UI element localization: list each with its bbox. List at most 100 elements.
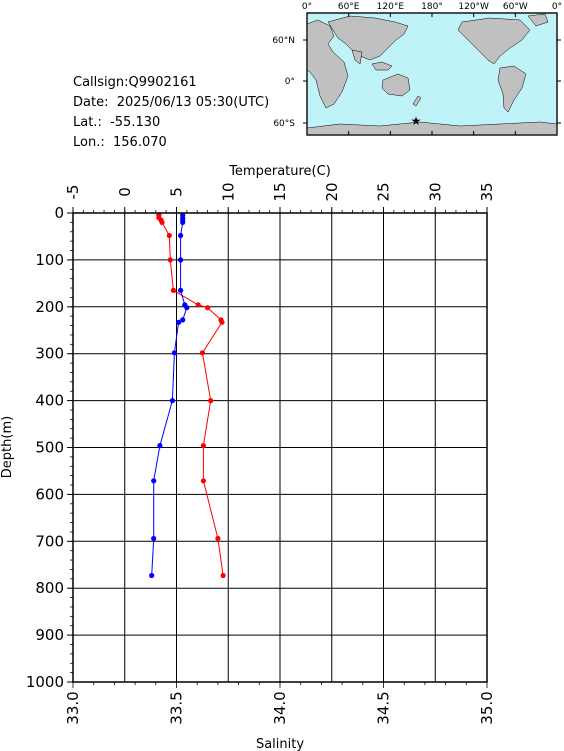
lat-row: Lat.: -55.130 [73,113,269,133]
salinity-data-point [157,443,163,449]
depth-tick-label: 600 [35,485,64,503]
lon-label: Lon.: [73,135,105,150]
profile-plot: -5 0 5 10 15 20 25 30 35 33.0 33.5 34.0 34.5 35.0 01… [0,164,496,751]
map-longitude-label: 180° [421,2,443,12]
salinity-data-point [151,535,157,542]
lat-value: -55.130 [110,115,161,130]
date-row: Date: 2025/06/13 05:30(UTC) [73,93,269,113]
temperature-data-point [159,219,165,225]
temperature-data-point [219,319,225,325]
series-layer [149,212,226,579]
depth-tick-label: 0 [54,204,64,222]
map-longitude-label: 120°W [458,2,489,12]
salinity-data-point [180,317,186,323]
north-america-landmass [457,17,531,65]
temperature-data-point [166,232,172,239]
india-landmass [351,49,363,65]
depth-tick-label: 200 [35,298,64,316]
temperature-data-point [215,535,221,542]
se-asia-islands [371,61,393,71]
depth-tick-label: 400 [35,392,64,410]
temperature-data-point [199,350,205,356]
new-zealand-landmass [412,95,422,107]
temperature-tick-label: 25 [375,182,393,201]
map-longitude-label: 0° [552,2,562,12]
depth-tick-label: 300 [35,345,64,363]
lon-value: 156.070 [113,135,167,150]
map-latitude-labels: 60°N 0° 60°S [272,36,295,129]
asia-landmass [327,15,409,61]
salinity-tick-label: 34.5 [375,691,393,724]
temperature-data-point [200,443,206,449]
station-marker-icon: ★ [411,114,422,128]
temperature-data-point [195,302,201,308]
salinity-axis-label: Salinity [256,737,304,751]
temperature-data-point [220,572,226,579]
africa-europe-landmass [306,19,349,109]
lon-row: Lon.: 156.070 [73,133,269,153]
map-longitude-label: 60°W [503,2,528,12]
temperature-data-point [200,478,206,484]
salinity-tick-labels: 33.0 33.5 34.0 34.5 35.0 [64,691,496,724]
map-longitude-label: 60°E [338,2,360,12]
temperature-profile-line [158,214,224,576]
depth-tick-label: 100 [35,251,64,269]
map-longitude-labels: 0° 60°E 120°E 180° 120°W 60°W 0° [302,2,562,12]
salinity-tick-label: 33.5 [168,691,186,724]
depth-tick-label: 1000 [26,673,64,691]
salinity-data-point [178,232,184,239]
salinity-data-point [178,257,184,263]
map-latitude-label: 60°N [272,36,295,46]
temperature-data-point [170,287,176,293]
depth-tick-label: 700 [35,532,64,550]
salinity-data-point [180,219,186,225]
australia-landmass [381,73,411,97]
salinity-data-point [149,572,155,579]
map-latitude-label: 0° [285,77,295,87]
depth-axis-label: Depth(m) [0,416,15,478]
depth-tick-label: 500 [35,439,64,457]
salinity-data-point [169,398,175,404]
temperature-data-point [208,398,214,404]
salinity-tick-label: 35.0 [478,691,496,724]
temperature-tick-label: 10 [219,182,237,201]
temperature-tick-label: 35 [478,182,496,201]
plot-grid [72,212,488,683]
temperature-data-point [167,257,173,263]
callsign-value: Q9902161 [128,75,197,90]
date-value: 2025/06/13 05:30(UTC) [116,95,270,110]
salinity-data-point [171,350,177,356]
salinity-data-point [151,478,157,484]
depth-tick-labels: 0 100 200 300 400 500 600 700 800 900 1000 [26,204,64,691]
callsign-label: Callsign: [73,75,129,90]
temperature-tick-label: 5 [168,187,186,197]
callsign-row: Callsign:Q9902161 [73,73,269,93]
map-longitude-label: 0° [302,2,312,12]
salinity-profile-line [151,214,188,576]
date-label: Date: [73,95,109,110]
map-ticks [303,13,561,135]
temperature-tick-labels: -5 0 5 10 15 20 25 30 35 [64,182,496,201]
depth-tick-label: 900 [35,626,64,644]
lat-label: Lat.: [73,115,102,130]
greenland-landmass [527,13,549,27]
salinity-data-point [176,319,182,325]
temperature-tick-label: -5 [64,185,82,200]
depth-tick-label: 800 [35,579,64,597]
world-map: 0° 60°E 120°E 180° 120°W 60°W 0° 60°N 0° 60°S ★ [272,2,562,136]
map-land [306,13,558,136]
temperature-tick-label: 0 [116,187,134,197]
station-info: Callsign:Q9902161 Date: 2025/06/13 05:30… [73,73,269,153]
temperature-data-point [205,305,211,311]
map-longitude-label: 120°E [377,2,405,12]
temperature-tick-label: 30 [426,182,444,201]
salinity-tick-label: 34.0 [271,691,289,724]
temperature-tick-label: 15 [271,182,289,201]
temperature-axis-label: Temperature(C) [228,164,331,179]
salinity-data-point [184,305,190,311]
salinity-tick-label: 33.0 [64,691,82,724]
plot-frame [72,212,488,683]
temperature-tick-label: 20 [323,182,341,201]
salinity-data-point [178,287,184,293]
